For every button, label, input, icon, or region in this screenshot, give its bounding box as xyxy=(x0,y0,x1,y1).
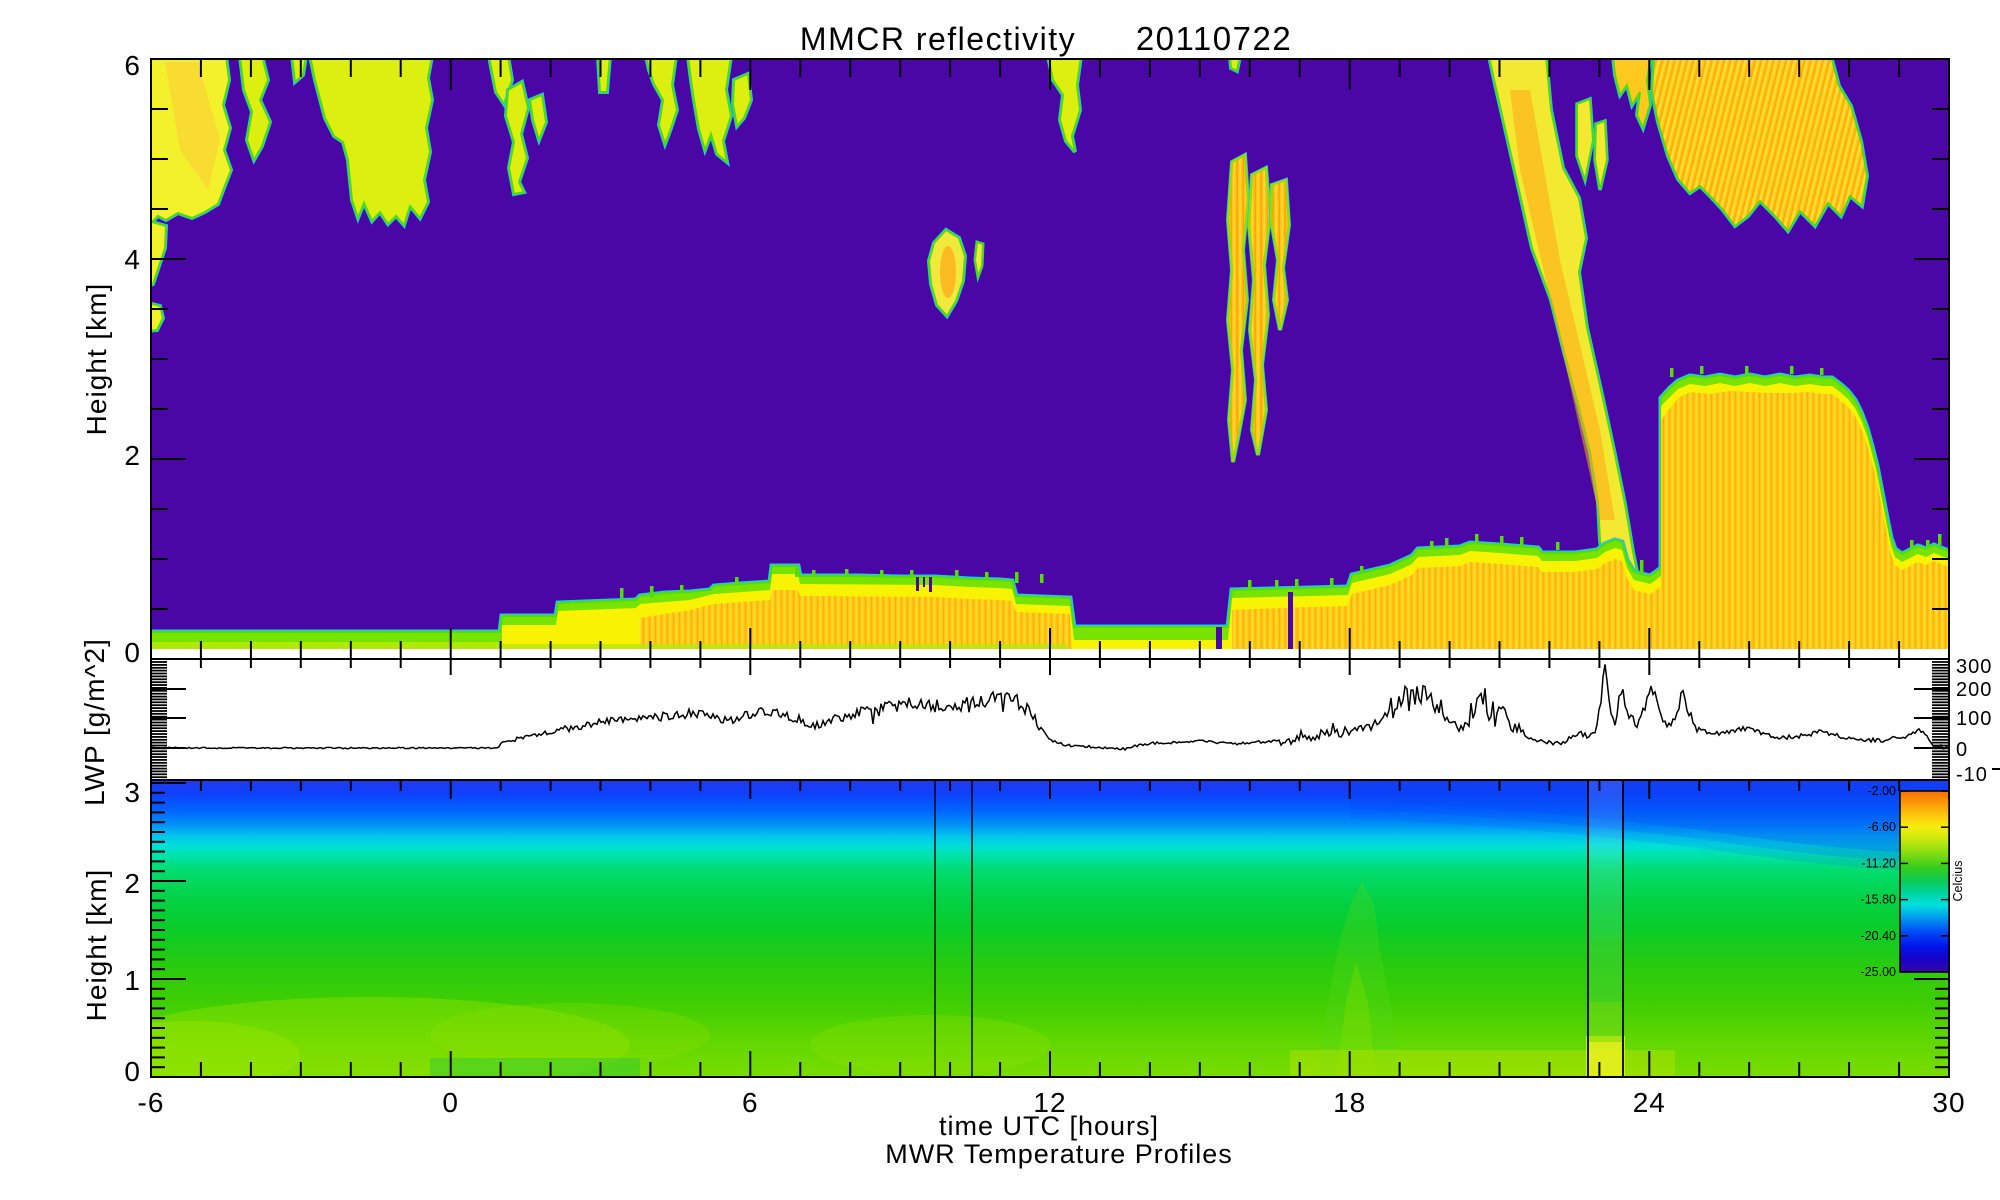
svg-text:4: 4 xyxy=(124,244,141,275)
svg-text:-20.40: -20.40 xyxy=(1861,929,1896,943)
svg-text:3: 3 xyxy=(124,777,141,808)
svg-text:LWP [g/m^2]: LWP [g/m^2] xyxy=(79,638,110,806)
svg-text:20110722: 20110722 xyxy=(1136,20,1292,57)
svg-text:1: 1 xyxy=(124,965,141,996)
svg-text:6: 6 xyxy=(124,50,141,81)
svg-text:12: 12 xyxy=(1033,1087,1066,1118)
svg-text:Height [km]: Height [km] xyxy=(81,283,112,436)
svg-text:24: 24 xyxy=(1633,1087,1666,1118)
svg-text:0: 0 xyxy=(442,1087,459,1118)
svg-text:time UTC [hours]: time UTC [hours] xyxy=(939,1111,1159,1141)
svg-text:-2.00: -2.00 xyxy=(1868,784,1897,798)
svg-text:MWR Temperature Profiles: MWR Temperature Profiles xyxy=(885,1139,1233,1169)
svg-text:18: 18 xyxy=(1333,1087,1366,1118)
svg-text:30: 30 xyxy=(1932,1087,1965,1118)
svg-text:-6.60: -6.60 xyxy=(1868,820,1897,834)
svg-text:0: 0 xyxy=(124,637,141,668)
svg-text:2: 2 xyxy=(124,440,141,471)
svg-text:200: 200 xyxy=(1956,679,1992,701)
svg-text:6: 6 xyxy=(742,1087,759,1118)
svg-text:-11.20: -11.20 xyxy=(1861,856,1896,870)
svg-text:100: 100 xyxy=(1956,708,1992,730)
svg-text:-10: -10 xyxy=(1956,764,1988,786)
svg-text:300: 300 xyxy=(1956,656,1992,678)
svg-text:Height [km]: Height [km] xyxy=(81,869,112,1022)
svg-text:0: 0 xyxy=(1956,739,1968,761)
svg-text:-6: -6 xyxy=(138,1087,165,1118)
svg-text:0: 0 xyxy=(124,1056,141,1087)
svg-text:2: 2 xyxy=(124,868,141,899)
svg-text:-15.80: -15.80 xyxy=(1861,893,1896,907)
svg-text:-25.00: -25.00 xyxy=(1861,965,1896,979)
svg-text:MMCR reflectivity: MMCR reflectivity xyxy=(800,21,1076,57)
svg-text:Celcius: Celcius xyxy=(1951,861,1965,902)
